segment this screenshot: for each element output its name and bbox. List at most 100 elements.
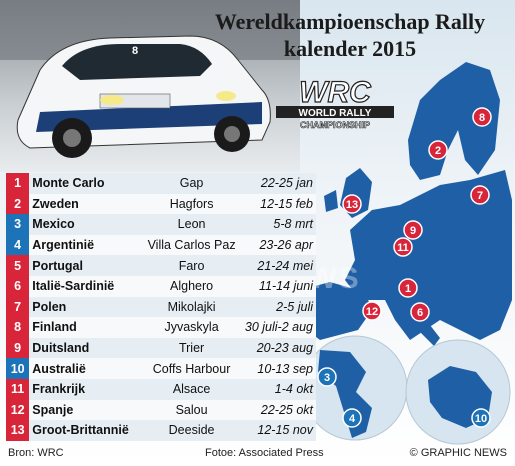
car-number: 8 xyxy=(132,45,138,57)
svg-text:1: 1 xyxy=(405,283,411,295)
svg-text:2: 2 xyxy=(435,145,441,157)
svg-text:CHAMPIONSHIP: CHAMPIONSHIP xyxy=(300,120,370,130)
title-line-2: kalender 2015 xyxy=(283,36,417,61)
rally-calendar-table: 1 Monte Carlo Gap 22-25 jan 2 Zweden Hagfors 12… xyxy=(6,173,316,441)
rally-number: 11 xyxy=(6,378,30,400)
rally-dates: 20-23 aug xyxy=(241,337,316,359)
table-row: 2 Zweden Hagfors 12-15 feb xyxy=(6,193,316,215)
svg-text:8: 8 xyxy=(479,112,485,124)
title-line-1: Wereldkampioenschap Rally xyxy=(214,9,486,34)
table-row: 11 Frankrijk Alsace 1-4 okt xyxy=(6,378,316,400)
iberia-shape xyxy=(300,282,372,340)
table-row: 3 Mexico Leon 5-8 mrt xyxy=(6,214,316,235)
table-row: 10 Australië Coffs Harbour 10-13 sep xyxy=(6,358,316,379)
svg-text:12: 12 xyxy=(366,306,378,318)
page-title: Wereldkampioenschap Rally kalender 2015 xyxy=(190,8,510,62)
map-marker-12: 12 xyxy=(362,301,382,321)
rally-number: 8 xyxy=(6,317,30,338)
rally-country: Portugal xyxy=(29,255,142,276)
rally-country: Frankrijk xyxy=(29,378,142,400)
table-row: 6 Italië-Sardinië Alghero 11-14 juni xyxy=(6,275,316,297)
rally-dates: 21-24 mei xyxy=(241,255,316,276)
rally-country: Italië-Sardinië xyxy=(29,275,142,297)
rally-dates: 12-15 nov xyxy=(241,420,316,441)
rally-venue: Mikolajki xyxy=(141,296,242,318)
rally-number: 2 xyxy=(6,193,30,215)
rally-country: Australië xyxy=(29,358,142,379)
mainland-europe-shape xyxy=(345,170,512,340)
rally-venue: Coffs Harbour xyxy=(141,358,242,379)
table-row: 8 Finland Jyvaskyla 30 juli-2 aug xyxy=(6,317,316,338)
rally-venue: Hagfors xyxy=(141,193,242,215)
rally-country: Groot-Brittannië xyxy=(29,420,142,441)
rally-number: 4 xyxy=(6,234,30,256)
table-row: 7 Polen Mikolajki 2-5 juli xyxy=(6,296,316,318)
rally-number: 5 xyxy=(6,255,30,276)
rally-venue: Trier xyxy=(141,337,242,359)
rally-dates: 5-8 mrt xyxy=(241,214,316,235)
svg-text:9: 9 xyxy=(410,225,416,237)
wrc-logo: WRC WORLD RALLY CHAMPIONSHIP xyxy=(276,75,394,130)
map-marker-9: 9 xyxy=(403,220,423,240)
rally-dates: 30 juli-2 aug xyxy=(241,317,316,338)
rally-number: 9 xyxy=(6,337,30,359)
rally-country: Mexico xyxy=(29,214,142,235)
rally-venue: Jyvaskyla xyxy=(141,317,242,338)
rally-country: Spanje xyxy=(29,399,142,421)
map-marker-10: 10 xyxy=(471,408,491,428)
rally-dates: 10-13 sep xyxy=(241,358,316,379)
svg-text:4: 4 xyxy=(349,413,356,425)
rally-country: Zweden xyxy=(29,193,142,215)
table-row: 5 Portugal Faro 21-24 mei xyxy=(6,255,316,276)
map-marker-3: 3 xyxy=(317,367,337,387)
rally-venue: Salou xyxy=(141,399,242,421)
ireland-shape xyxy=(324,190,338,212)
table-row: 4 Argentinië Villa Carlos Paz 23-26 apr xyxy=(6,234,316,256)
map-marker-4: 4 xyxy=(342,408,362,428)
map-marker-7: 7 xyxy=(470,185,490,205)
table-row: 9 Duitsland Trier 20-23 aug xyxy=(6,337,316,359)
svg-text:10: 10 xyxy=(475,413,487,425)
rally-country: Duitsland xyxy=(29,337,142,359)
map-marker-6: 6 xyxy=(410,302,430,322)
rally-dates: 11-14 juni xyxy=(241,275,316,297)
rally-number: 13 xyxy=(6,420,30,441)
rally-number: 3 xyxy=(6,214,30,235)
rally-car-photo: 8 xyxy=(0,0,300,172)
rally-venue: Alsace xyxy=(141,378,242,400)
svg-text:WORLD RALLY: WORLD RALLY xyxy=(299,108,372,119)
rally-dates: 12-15 feb xyxy=(241,193,316,215)
table-row: 12 Spanje Salou 22-25 okt xyxy=(6,399,316,421)
svg-text:3: 3 xyxy=(324,372,330,384)
rally-venue: Leon xyxy=(141,214,242,235)
rally-venue: Villa Carlos Paz xyxy=(141,234,242,256)
map-marker-13: 13 xyxy=(342,194,362,214)
map-marker-2: 2 xyxy=(428,140,448,160)
footer-photo-credit: Fotoe: Associated Press xyxy=(205,447,324,459)
svg-text:11: 11 xyxy=(397,242,409,254)
map-marker-1: 1 xyxy=(398,278,418,298)
rally-number: 6 xyxy=(6,275,30,297)
rally-number: 12 xyxy=(6,399,30,421)
rally-country: Polen xyxy=(29,296,142,318)
rally-venue: Gap xyxy=(141,173,242,194)
svg-text:6: 6 xyxy=(417,307,423,319)
rally-venue: Faro xyxy=(141,255,242,276)
footer-copyright: © GRAPHIC NEWS xyxy=(409,447,507,459)
map-marker-8: 8 xyxy=(472,107,492,127)
svg-text:WRC: WRC xyxy=(299,76,372,109)
rally-country: Finland xyxy=(29,317,142,338)
map-marker-11: 11 xyxy=(393,237,413,257)
rally-number: 7 xyxy=(6,296,30,318)
table-row: 1 Monte Carlo Gap 22-25 jan xyxy=(6,173,316,194)
rally-country: Monte Carlo xyxy=(29,173,142,194)
footer-source: Bron: WRC xyxy=(8,447,64,459)
rally-number: 10 xyxy=(6,358,30,379)
svg-text:7: 7 xyxy=(477,190,483,202)
rally-dates: 23-26 apr xyxy=(241,234,316,256)
rally-dates: 22-25 jan xyxy=(241,173,316,194)
rally-dates: 2-5 juli xyxy=(241,296,316,318)
svg-text:13: 13 xyxy=(346,199,358,211)
